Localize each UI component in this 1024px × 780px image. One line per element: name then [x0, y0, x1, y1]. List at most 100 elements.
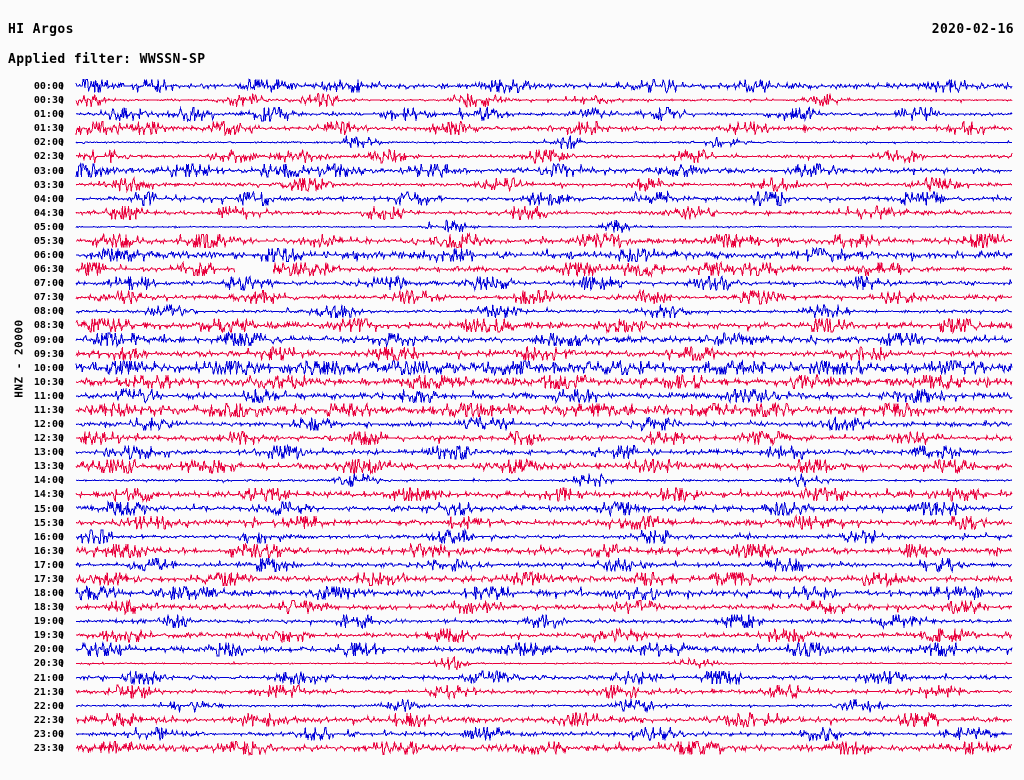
trace-row: [61, 528, 1013, 544]
trace-row: [61, 246, 1013, 264]
trace-row: [61, 415, 1012, 432]
time-label: 16:30: [33, 545, 64, 557]
trace-row: [61, 176, 1013, 194]
time-label: 06:30: [33, 264, 64, 276]
time-label: 00:00: [33, 81, 64, 92]
time-label: 20:00: [33, 644, 64, 656]
time-label: 14:30: [33, 489, 64, 501]
time-label: 17:30: [33, 573, 64, 585]
trace-row: [61, 317, 1013, 334]
trace-row: [61, 614, 1012, 630]
trace-polyline: [75, 345, 1013, 362]
trace-polyline: [75, 598, 1013, 615]
trace-row: [61, 699, 1013, 713]
trace-row: [61, 304, 1013, 319]
trace-row: [61, 120, 1013, 137]
trace-polyline: [75, 640, 1013, 658]
time-label: 22:00: [33, 700, 64, 712]
trace-row: [61, 726, 1013, 742]
trace-polyline: [75, 584, 1013, 601]
trace-row: [61, 232, 1013, 250]
trace-row: [61, 190, 1013, 206]
trace-row: [61, 655, 1013, 671]
trace-polyline: [75, 135, 1013, 149]
trace-row: [61, 458, 1013, 475]
trace-row: [61, 683, 1013, 701]
trace-row: [61, 670, 1012, 686]
trace-polyline: [75, 514, 1013, 531]
trace-row: [61, 219, 1013, 233]
trace-row: [61, 430, 1013, 447]
trace-row: [61, 78, 1013, 95]
time-label: 03:30: [33, 179, 64, 191]
trace-polyline: [75, 486, 1013, 503]
time-label: 11:00: [33, 390, 64, 402]
trace-row: [61, 162, 1013, 179]
time-label: 23:00: [33, 728, 64, 740]
trace-polyline: [75, 401, 1013, 419]
time-label: 19:00: [33, 616, 64, 628]
time-label: 22:30: [33, 714, 64, 726]
trace-polyline: [75, 78, 1013, 95]
trace-row: [61, 93, 1013, 108]
trace-polyline: [75, 699, 1013, 713]
time-label: 05:30: [33, 235, 64, 247]
trace-polyline: [75, 387, 1013, 405]
trace-polyline: [75, 176, 1013, 194]
trace-polyline: [75, 120, 1013, 137]
trace-polyline: [75, 274, 1013, 292]
trace-row: [61, 640, 1013, 658]
time-label: 10:30: [33, 376, 64, 388]
trace-row: [61, 359, 1013, 377]
trace-polyline: [75, 93, 1013, 108]
trace-row: [61, 514, 1013, 531]
trace-row: [61, 401, 1013, 419]
time-label: 07:00: [33, 278, 64, 290]
trace-polyline: [75, 472, 1013, 488]
time-label: 15:30: [33, 517, 64, 529]
time-label: 04:30: [33, 207, 64, 219]
trace-row: [61, 443, 1013, 461]
trace-polyline: [76, 740, 1013, 757]
time-label: 20:30: [33, 658, 64, 670]
trace-polyline: [75, 627, 1013, 644]
time-label: 14:00: [33, 475, 64, 487]
trace-row: [61, 570, 1013, 588]
trace-row: [61, 542, 1013, 558]
trace-polyline: [75, 528, 1013, 544]
trace-row: [61, 740, 1013, 757]
trace-polyline: [76, 655, 1013, 671]
trace-polyline: [75, 317, 1013, 334]
trace-row: [61, 274, 1013, 292]
trace-polyline: [75, 148, 1013, 165]
applied-filter-label: Applied filter: WWSSN-SP: [8, 52, 206, 67]
trace-row: [61, 557, 1013, 574]
time-label: 18:30: [33, 602, 64, 614]
trace-row: [61, 205, 1012, 220]
trace-polyline: [75, 711, 1012, 729]
time-label: 08:00: [33, 306, 64, 318]
trace-polyline: [75, 246, 1013, 264]
trace-polyline: [75, 726, 1013, 742]
trace-polyline: [75, 557, 1013, 574]
trace-polyline: [75, 288, 1013, 305]
time-label: 10:00: [33, 362, 64, 374]
trace-row: [61, 598, 1013, 615]
record-date: 2020-02-16: [931, 22, 1014, 37]
trace-polyline: [75, 683, 1013, 701]
time-label: 21:30: [33, 686, 64, 698]
time-label: 07:30: [33, 292, 64, 304]
time-label: 16:00: [33, 531, 64, 543]
time-label: 05:00: [33, 221, 64, 233]
trace-row: [61, 331, 1013, 349]
time-label: 13:00: [33, 447, 64, 459]
time-label: 08:30: [33, 320, 64, 332]
trace-polyline: [75, 219, 1013, 233]
time-label: 09:30: [33, 348, 64, 360]
trace-polyline: [75, 500, 1013, 518]
time-label: 18:00: [33, 588, 64, 600]
time-label: 15:00: [33, 503, 64, 515]
time-label: 01:30: [33, 123, 64, 135]
trace-polyline: [75, 542, 1013, 558]
